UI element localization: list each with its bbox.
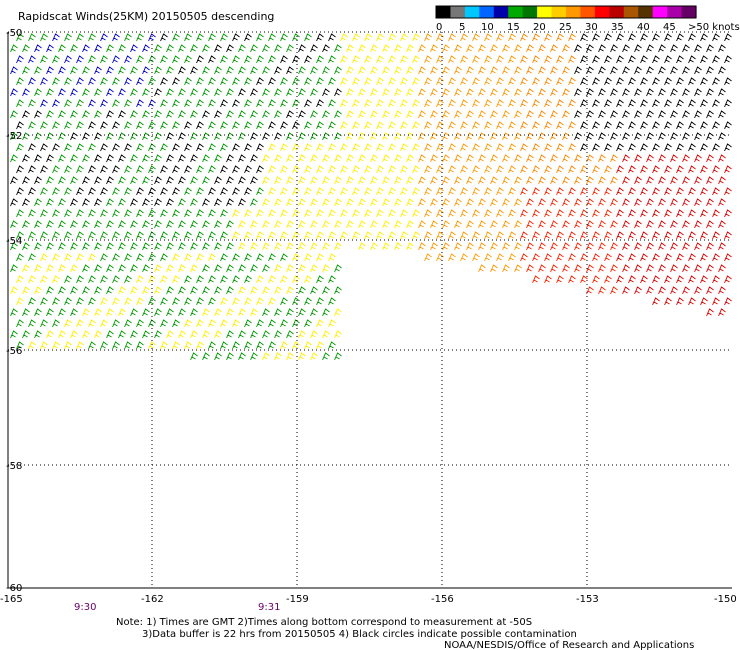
legend-label-25: 25 xyxy=(559,22,572,33)
wind-barb-group xyxy=(520,187,618,295)
legend-label-30: 30 xyxy=(585,22,598,33)
legend-swatch xyxy=(652,6,668,18)
footnotes: Note: 1) Times are GMT 2)Times along bot… xyxy=(116,617,694,650)
legend-swatch xyxy=(667,6,683,18)
note-line-1: Note: 1) Times are GMT 2)Times along bot… xyxy=(116,617,532,628)
legend-swatch xyxy=(450,6,466,18)
lon-label-165: -165 xyxy=(0,594,23,605)
note-line-2: 3)Data buffer is 22 hrs from 20150505 4)… xyxy=(142,629,577,640)
legend-frame xyxy=(435,5,697,19)
legend-label-15: 15 xyxy=(507,22,520,33)
legend-swatch xyxy=(537,6,553,18)
legend-swatch xyxy=(638,6,654,18)
wind-barb-group xyxy=(10,33,156,108)
wind-barbs xyxy=(10,33,732,361)
legend-swatches xyxy=(435,5,697,19)
legend-swatch xyxy=(623,6,639,18)
lon-label-162: -162 xyxy=(141,594,164,605)
wind-barb-group xyxy=(10,33,732,207)
lat-label-54: -54 xyxy=(6,236,22,247)
legend-swatch xyxy=(580,6,596,18)
wind-barb-group xyxy=(616,154,732,317)
plot-frame xyxy=(7,32,732,589)
lat-label-50: -50 xyxy=(6,28,22,39)
wind-barb-group xyxy=(10,33,342,361)
legend-label-0: 0 xyxy=(436,22,442,33)
legend-swatch xyxy=(493,6,509,18)
legend-unit: >50 knots xyxy=(688,22,740,33)
latitude-labels: -50 -52 -54 -56 -58 -60 xyxy=(6,28,22,594)
legend-swatch xyxy=(566,6,582,18)
legend-swatch xyxy=(522,6,538,18)
lon-label-153: -153 xyxy=(576,594,599,605)
legend-label-20: 20 xyxy=(533,22,546,33)
legend-label-5: 5 xyxy=(459,22,465,33)
lon-label-156: -156 xyxy=(431,594,454,605)
wind-barb-group xyxy=(418,33,522,273)
legend-swatch xyxy=(479,6,495,18)
legend-labels: 0 5 10 15 20 25 30 35 40 45 >50 knots xyxy=(436,22,740,33)
legend-swatch xyxy=(436,6,452,18)
wind-barb-group xyxy=(520,33,618,185)
wind-barb-group xyxy=(10,33,420,361)
lon-label-159: -159 xyxy=(286,594,309,605)
time-label-2: 9:31 xyxy=(258,602,280,613)
legend-swatch xyxy=(508,6,524,18)
legend-swatch xyxy=(551,6,567,18)
longitude-labels: -165 -162 -159 -156 -153 -150 xyxy=(0,594,737,605)
legend-label-35: 35 xyxy=(611,22,624,33)
legend-label-10: 10 xyxy=(481,22,494,33)
lat-label-60: -60 xyxy=(6,583,22,594)
speed-legend: 0 5 10 15 20 25 30 35 40 45 >50 knots xyxy=(435,5,740,33)
time-label-1: 9:30 xyxy=(74,602,96,613)
lon-label-150: -150 xyxy=(714,594,737,605)
graticule xyxy=(8,31,732,588)
map-title: Rapidscat Winds(25KM) 20150505 descendin… xyxy=(18,10,274,23)
lat-label-52: -52 xyxy=(6,131,22,142)
lat-label-56: -56 xyxy=(6,346,22,357)
legend-swatch xyxy=(681,6,697,18)
legend-swatch xyxy=(594,6,610,18)
legend-label-40: 40 xyxy=(637,22,650,33)
legend-swatch xyxy=(464,6,480,18)
lat-label-58: -58 xyxy=(6,461,22,472)
legend-swatch xyxy=(609,6,625,18)
legend-label-45: 45 xyxy=(663,22,676,33)
credit-line: NOAA/NESDIS/Office of Research and Appli… xyxy=(444,640,694,650)
